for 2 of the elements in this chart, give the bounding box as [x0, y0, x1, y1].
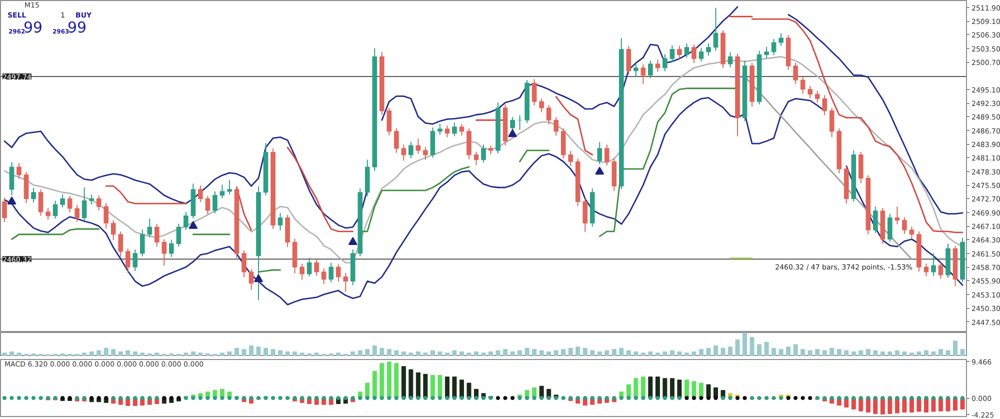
annotation: 99 — [68, 18, 87, 36]
annotation: 99 — [24, 18, 43, 36]
